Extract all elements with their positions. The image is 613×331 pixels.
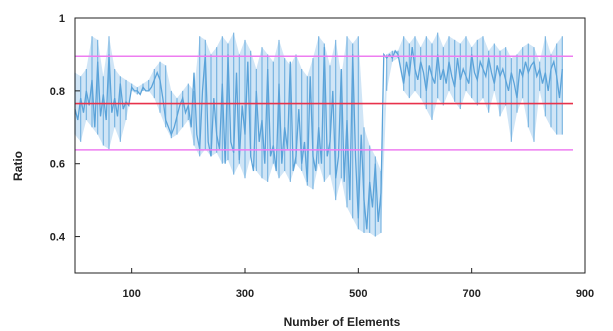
y-axis-label: Ratio: [11, 151, 25, 181]
y-ticks: 0.4 0.6 0.8 1: [50, 13, 80, 244]
series-line: [74, 47, 563, 230]
y-tick-label: 0.6: [50, 159, 65, 171]
plot-frame: [74, 17, 586, 274]
series-line-group: [74, 47, 563, 230]
axes: [74, 17, 586, 274]
reference-lines: [75, 55, 573, 151]
y-tick-label: 0.8: [50, 86, 65, 98]
x-tick-label: 500: [349, 288, 367, 300]
x-tick-label: 900: [576, 288, 594, 300]
x-tick-label: 100: [122, 288, 140, 300]
y-tick-label: 1: [59, 13, 65, 25]
x-ticks: 100 300 500 700 900: [122, 268, 594, 300]
x-axis-label: Number of Elements: [284, 315, 401, 329]
x-tick-label: 300: [236, 288, 254, 300]
x-tick-label: 700: [462, 288, 480, 300]
y-tick-label: 0.4: [50, 232, 66, 244]
